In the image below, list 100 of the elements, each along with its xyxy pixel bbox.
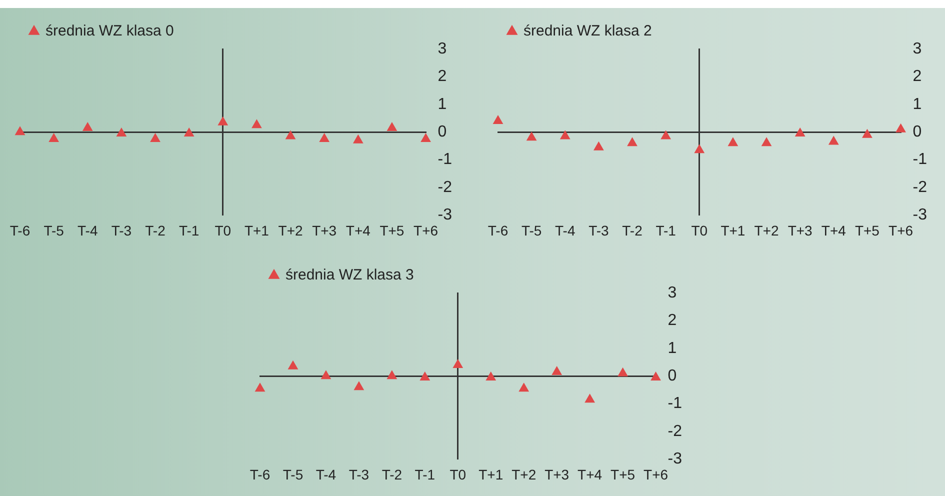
- point: [660, 130, 671, 140]
- legend-label: średnia WZ klasa 0: [46, 22, 174, 40]
- y-tick-label: 3: [438, 40, 447, 58]
- point: [288, 360, 298, 370]
- x-tick-label: T-3: [348, 466, 370, 482]
- y-tick-label: 1: [912, 96, 922, 113]
- point: [896, 124, 906, 132]
- x-tick-label: T-5: [282, 466, 304, 482]
- x-tick-label: T0: [691, 222, 708, 238]
- y-tick-label: -2: [668, 422, 682, 440]
- x-tick-label: T-1: [656, 222, 676, 238]
- x-tick-label: T-6: [488, 222, 508, 238]
- x-tick-label: T+6: [888, 222, 914, 238]
- point: [387, 122, 397, 131]
- x-tick-label: T-3: [111, 222, 132, 238]
- legend-label: średnia WZ klasa 2: [524, 22, 652, 40]
- x-tick-label: T+4: [578, 466, 602, 482]
- point: [694, 144, 704, 154]
- y-tick-label: 1: [438, 96, 447, 113]
- point: [420, 134, 431, 142]
- x-tick-label: T-2: [145, 222, 166, 238]
- point: [184, 128, 194, 136]
- point: [116, 128, 126, 136]
- point: [218, 116, 228, 126]
- x-tick-label: T+1: [244, 222, 270, 238]
- point: [627, 138, 638, 146]
- point: [150, 134, 160, 142]
- x-tick-label: T+3: [544, 466, 570, 482]
- y-tick-label: -1: [912, 151, 928, 168]
- point: [255, 383, 265, 392]
- x-tick-label: T+5: [610, 466, 636, 482]
- y-tick-label: 2: [912, 68, 922, 86]
- point: [420, 372, 430, 380]
- point: [650, 372, 661, 380]
- x-tick-label: T+5: [380, 222, 404, 238]
- point: [15, 126, 25, 136]
- x-tick-label: T-4: [316, 466, 336, 482]
- point: [387, 370, 397, 380]
- x-tick-label: T+4: [346, 222, 371, 238]
- x-tick-label: T+6: [644, 466, 668, 482]
- point: [286, 130, 296, 140]
- y-tick-label: -3: [668, 450, 682, 468]
- point: [795, 128, 805, 136]
- point: [762, 138, 772, 146]
- point: [354, 382, 364, 390]
- x-tick-label: T+2: [278, 222, 303, 238]
- y-tick-label: 2: [438, 68, 447, 86]
- point: [552, 366, 562, 375]
- x-tick-label: T-3: [588, 222, 610, 238]
- y-tick-label: 3: [668, 284, 677, 302]
- x-tick-label: T-1: [178, 222, 200, 238]
- y-tick-label: 2: [668, 312, 677, 330]
- point: [252, 120, 262, 128]
- y-tick-label: -3: [912, 206, 928, 224]
- x-tick-label: T-2: [622, 222, 643, 238]
- x-tick-label: T-4: [555, 222, 576, 238]
- point: [526, 132, 536, 141]
- point: [82, 122, 92, 131]
- y-tick-label: -2: [438, 178, 452, 196]
- point: [453, 360, 463, 368]
- legend-label: średnia WZ klasa 3: [286, 266, 414, 284]
- y-tick-label: -2: [912, 178, 928, 196]
- x-tick-label: T-2: [382, 466, 402, 482]
- x-tick-label: T-1: [414, 466, 436, 482]
- point: [618, 368, 628, 376]
- point: [519, 383, 529, 392]
- x-tick-label: T+3: [312, 222, 337, 238]
- x-tick-label: T+4: [821, 222, 846, 238]
- x-tick-label: T+3: [788, 222, 813, 238]
- x-tick-label: T+2: [512, 466, 536, 482]
- point: [321, 370, 331, 380]
- x-tick-label: T-5: [521, 222, 542, 238]
- x-tick-label: T-6: [10, 222, 30, 238]
- point: [353, 134, 363, 144]
- point: [493, 116, 503, 124]
- point: [594, 142, 604, 150]
- point: [862, 129, 872, 138]
- x-tick-label: T0: [214, 222, 232, 238]
- point: [486, 372, 496, 380]
- x-tick-label: T+2: [754, 222, 779, 238]
- point: [728, 138, 738, 146]
- x-tick-label: T+1: [478, 466, 504, 482]
- x-tick-label: T+1: [720, 222, 746, 238]
- x-tick-label: T0: [450, 466, 466, 482]
- y-tick-label: -1: [438, 151, 452, 168]
- point: [828, 136, 838, 145]
- y-tick-label: 0: [912, 124, 922, 141]
- point: [560, 130, 570, 140]
- x-tick-label: T+5: [854, 222, 880, 238]
- x-tick-label: T-4: [78, 222, 98, 238]
- point: [584, 394, 595, 403]
- y-tick-label: 0: [438, 124, 447, 141]
- x-tick-label: T-6: [250, 466, 270, 482]
- y-tick-label: -3: [438, 206, 452, 224]
- x-tick-label: T-5: [44, 222, 64, 238]
- y-tick-label: 3: [912, 40, 922, 58]
- point: [320, 134, 330, 142]
- y-tick-label: 0: [668, 368, 677, 385]
- point: [48, 134, 59, 142]
- y-tick-label: -1: [668, 395, 682, 412]
